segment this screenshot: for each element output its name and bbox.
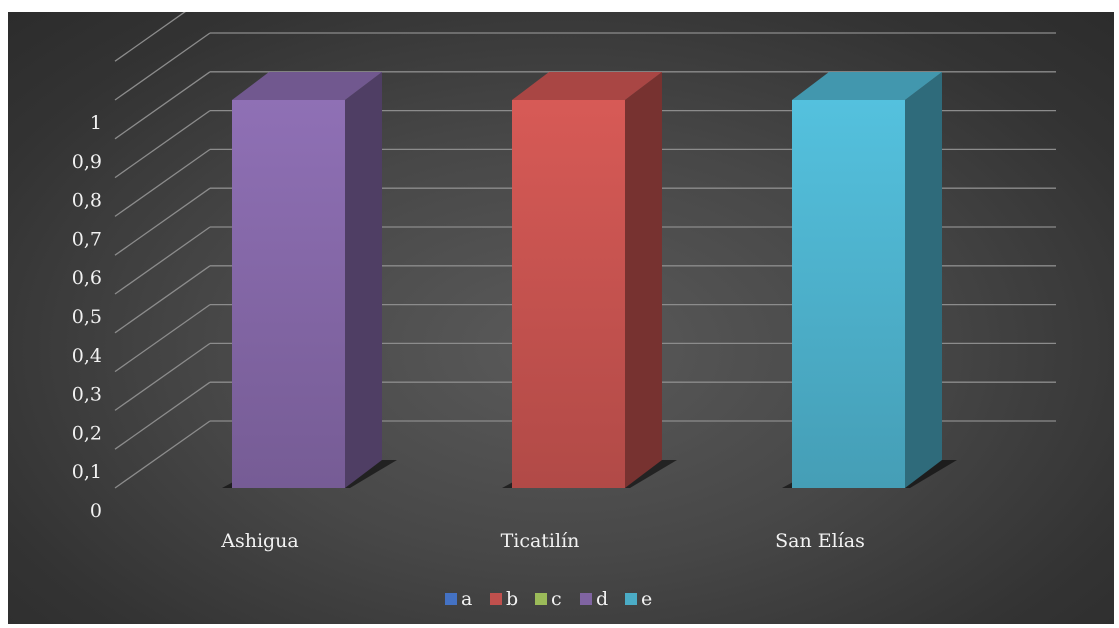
bar-e-2[interactable] xyxy=(782,72,957,488)
gridline-side xyxy=(114,32,211,101)
legend-swatch xyxy=(625,593,637,605)
bar-top xyxy=(512,72,662,100)
y-tick-label: 0,4 xyxy=(72,345,102,367)
bar-chart: 0 0,1 0,2 0,3 0,4 0,5 0,6 0,7 0,8 0,9 1 Ashigua Tic… xyxy=(72,12,1056,610)
gridline-side xyxy=(114,420,211,489)
bar-top xyxy=(792,72,942,100)
legend-swatch xyxy=(580,593,592,605)
legend-item-b[interactable]: b xyxy=(490,588,518,610)
gridline-side xyxy=(114,71,211,140)
gridline-side xyxy=(114,265,211,334)
legend-label: e xyxy=(641,588,652,610)
gridline-side xyxy=(114,226,211,295)
legend-item-c[interactable]: c xyxy=(535,588,562,610)
legend-label: d xyxy=(596,588,608,610)
legend-item-e[interactable]: e xyxy=(625,588,652,610)
legend-label: c xyxy=(551,588,562,610)
x-category-label: San Elías xyxy=(775,530,865,552)
bar-front xyxy=(512,100,625,488)
y-tick-label: 0,2 xyxy=(72,422,102,444)
bar-front xyxy=(232,100,345,488)
y-tick-label: 1 xyxy=(90,112,102,134)
bar-side xyxy=(905,72,942,488)
legend-label: b xyxy=(506,588,518,610)
x-category-label: Ashigua xyxy=(220,530,299,552)
bars xyxy=(222,72,957,488)
y-tick-label: 0,6 xyxy=(72,267,102,289)
gridline-side xyxy=(114,12,186,62)
legend-swatch xyxy=(535,593,547,605)
legend-swatch xyxy=(490,593,502,605)
y-tick-label: 0,9 xyxy=(72,151,102,173)
gridline-side xyxy=(114,381,211,450)
gridline-side xyxy=(114,187,211,256)
bar-side xyxy=(345,72,382,488)
y-tick-label: 0 xyxy=(90,500,102,522)
y-tick-label: 0,7 xyxy=(72,228,102,250)
gridline-side xyxy=(114,110,211,179)
chart-area: 0 0,1 0,2 0,3 0,4 0,5 0,6 0,7 0,8 0,9 1 Ashigua Tic… xyxy=(8,12,1114,624)
legend-item-d[interactable]: d xyxy=(580,588,608,610)
gridline-side xyxy=(114,304,211,373)
gridline-side xyxy=(114,342,211,411)
gridline-side xyxy=(114,148,211,217)
bar-top xyxy=(232,72,382,100)
bar-front xyxy=(792,100,905,488)
y-tick-label: 0,5 xyxy=(72,306,102,328)
y-tick-label: 0,8 xyxy=(72,190,102,212)
y-tick-label: 0,3 xyxy=(72,384,102,406)
y-axis-ticks: 0 0,1 0,2 0,3 0,4 0,5 0,6 0,7 0,8 0,9 1 xyxy=(72,112,102,522)
y-tick-label: 0,1 xyxy=(72,461,102,483)
legend[interactable]: a b c d e xyxy=(445,588,652,610)
x-category-label: Ticatilín xyxy=(501,530,580,552)
bar-d-0[interactable] xyxy=(222,72,397,488)
bar-b-1[interactable] xyxy=(502,72,677,488)
x-axis-categories: Ashigua Ticatilín San Elías xyxy=(220,530,865,552)
legend-swatch xyxy=(445,593,457,605)
bar-side xyxy=(625,72,662,488)
legend-label: a xyxy=(461,588,472,610)
legend-item-a[interactable]: a xyxy=(445,588,472,610)
